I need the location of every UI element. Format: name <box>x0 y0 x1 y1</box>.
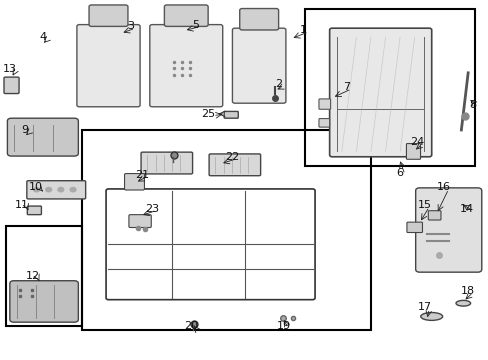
FancyBboxPatch shape <box>129 215 151 228</box>
Text: 20: 20 <box>183 321 198 332</box>
FancyBboxPatch shape <box>124 174 144 190</box>
FancyBboxPatch shape <box>415 188 481 272</box>
FancyBboxPatch shape <box>141 152 192 174</box>
Text: 6: 6 <box>396 168 403 178</box>
Text: 7: 7 <box>343 82 349 92</box>
Text: 3: 3 <box>126 21 134 31</box>
FancyBboxPatch shape <box>149 24 222 107</box>
FancyBboxPatch shape <box>164 5 208 26</box>
Text: 17: 17 <box>417 302 430 312</box>
FancyBboxPatch shape <box>4 77 19 94</box>
FancyBboxPatch shape <box>27 181 85 199</box>
Bar <box>305 9 474 166</box>
Text: 8: 8 <box>468 100 476 110</box>
Text: 2: 2 <box>274 78 282 89</box>
FancyBboxPatch shape <box>77 24 140 107</box>
FancyBboxPatch shape <box>209 154 260 176</box>
Text: 18: 18 <box>460 286 474 296</box>
Bar <box>6 226 81 327</box>
Text: 25: 25 <box>201 109 215 119</box>
Circle shape <box>58 188 63 192</box>
Text: 4: 4 <box>39 32 46 42</box>
Bar <box>81 130 370 330</box>
Ellipse shape <box>455 300 469 306</box>
FancyBboxPatch shape <box>329 28 431 157</box>
Circle shape <box>70 188 76 192</box>
Text: 1: 1 <box>299 25 306 35</box>
Circle shape <box>46 188 52 192</box>
FancyBboxPatch shape <box>232 28 285 103</box>
Text: 9: 9 <box>21 125 28 135</box>
Text: 24: 24 <box>409 138 424 148</box>
Text: 16: 16 <box>436 182 450 192</box>
FancyBboxPatch shape <box>89 5 128 26</box>
FancyBboxPatch shape <box>427 211 440 220</box>
FancyBboxPatch shape <box>406 144 420 159</box>
Circle shape <box>34 188 40 192</box>
FancyBboxPatch shape <box>10 281 78 322</box>
Text: 11: 11 <box>15 200 29 210</box>
FancyBboxPatch shape <box>318 99 330 109</box>
Text: 14: 14 <box>459 203 473 213</box>
Text: 5: 5 <box>192 19 199 30</box>
Ellipse shape <box>420 312 442 320</box>
Text: 12: 12 <box>26 271 40 282</box>
Text: 22: 22 <box>225 152 239 162</box>
Text: 13: 13 <box>3 64 17 74</box>
Text: 15: 15 <box>417 200 430 210</box>
FancyBboxPatch shape <box>7 118 78 156</box>
Text: 19: 19 <box>276 321 290 332</box>
FancyBboxPatch shape <box>406 222 422 233</box>
FancyBboxPatch shape <box>318 118 329 127</box>
FancyBboxPatch shape <box>224 111 238 118</box>
FancyBboxPatch shape <box>239 9 278 30</box>
Text: 23: 23 <box>145 203 159 213</box>
FancyBboxPatch shape <box>27 206 41 215</box>
Text: 10: 10 <box>28 182 42 192</box>
Text: 21: 21 <box>135 170 149 180</box>
